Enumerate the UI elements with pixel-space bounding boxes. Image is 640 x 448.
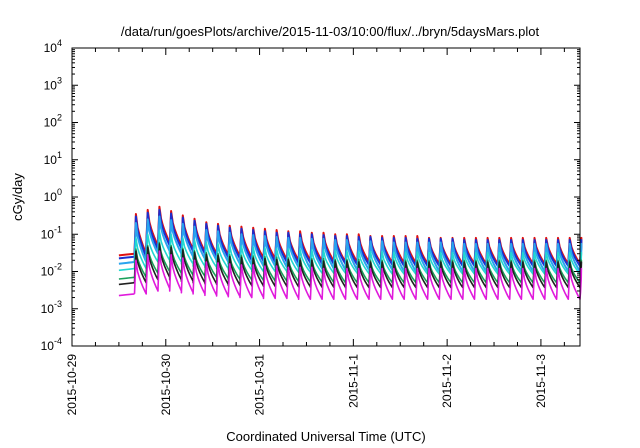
x-tick-label: 2015-11-1 <box>346 354 360 408</box>
x-tick-label: 2015-10-29 <box>65 354 79 416</box>
y-tick-label: 10-4 <box>41 336 62 353</box>
y-tick-label: 102 <box>44 113 62 130</box>
y-axis-label: cGy/day <box>10 173 25 221</box>
y-tick-label: 10-1 <box>41 224 62 241</box>
y-tick-label: 104 <box>44 38 62 55</box>
y-tick-label: 10-2 <box>41 262 62 279</box>
chart-title: /data/run/goesPlots/archive/2015-11-03/1… <box>121 24 540 39</box>
series-line-7 <box>118 250 583 300</box>
x-tick-label: 2015-11-3 <box>534 354 548 408</box>
x-tick-label: 2015-10-30 <box>159 354 173 416</box>
x-tick-label: 2015-10-31 <box>253 354 267 416</box>
axes-layer: 10-4 10-3 10-2 10-1 100 101 102 103 104 2015-10-2… <box>41 38 580 415</box>
y-tick-label: 10-3 <box>41 299 62 316</box>
plot-frame <box>71 47 581 347</box>
x-tick-label: 2015-11-2 <box>440 354 454 408</box>
series-layer <box>118 205 583 300</box>
x-axis-label: Coordinated Universal Time (UTC) <box>226 429 425 444</box>
y-tick-label: 101 <box>44 150 62 167</box>
y-tick-label: 103 <box>44 75 62 92</box>
y-tick-label: 100 <box>44 187 62 204</box>
